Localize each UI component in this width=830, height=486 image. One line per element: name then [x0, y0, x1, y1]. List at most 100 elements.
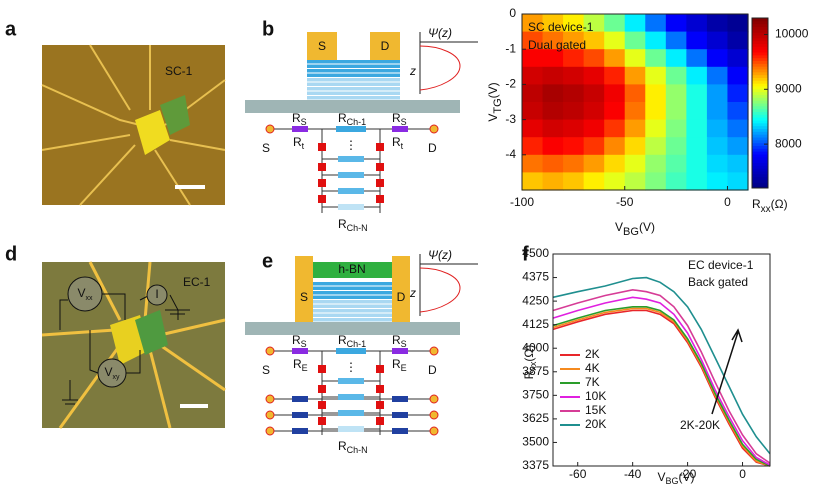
heat-cell: [727, 66, 749, 85]
y-tick-label: -2: [505, 77, 516, 91]
source: S: [318, 39, 326, 53]
meter-label: Vxy: [104, 365, 120, 381]
resistor-label: RCh-1: [338, 333, 366, 349]
y-tick-label: 3500: [522, 435, 549, 449]
colorbar-tick-label: 8000: [775, 136, 802, 150]
heat-cell: [624, 119, 646, 138]
contact-r: [376, 365, 384, 373]
resistor-label-sub: t: [401, 141, 404, 151]
colorbar-step: [752, 125, 768, 129]
y-axis-label-unit: (V): [486, 82, 500, 98]
heat-cell: [624, 102, 646, 121]
heat-cell: [624, 14, 646, 33]
x-axis-label-main: V: [657, 470, 665, 484]
colorbar-tick-label: 10000: [775, 27, 809, 41]
heat-cell: [706, 14, 729, 33]
heat-cell: [542, 14, 564, 33]
contact-r: [376, 143, 384, 151]
heat-cell: [522, 84, 544, 103]
heat-cell: [542, 66, 564, 85]
heat-cell: [583, 31, 605, 50]
heat-cell: [665, 66, 687, 85]
meter-label: I: [155, 287, 158, 301]
channel: [338, 156, 364, 162]
resistor-label-sub: S: [401, 339, 407, 349]
resistor-label: RE: [392, 357, 407, 373]
resistor-label: RS: [392, 333, 407, 349]
y-axis-label-sub: xx: [528, 361, 538, 371]
heat-cell: [522, 119, 544, 138]
heat-cell: [645, 154, 667, 173]
resistor-label: RS: [292, 111, 307, 127]
layer: [310, 313, 392, 317]
heat-cell: [686, 84, 708, 103]
x-axis-label-unit: (V): [639, 220, 655, 234]
heat-cell: [727, 14, 749, 33]
heat-cell: [645, 137, 667, 156]
heat-cell: [563, 31, 585, 50]
panel-label: e: [262, 250, 273, 272]
heat-cell: [665, 102, 687, 121]
y-tick-label: 4500: [522, 246, 549, 260]
resistor-label-main: R: [292, 333, 301, 347]
heat-cell: [522, 154, 544, 173]
hbn-label: h-BN: [338, 262, 365, 276]
heat-cell: [563, 102, 585, 121]
channel: [338, 172, 364, 178]
heat-cell: [563, 84, 585, 103]
series-line: [552, 306, 771, 467]
y-tick-label: 4125: [522, 317, 549, 331]
contact-r: [318, 417, 326, 425]
resistor-label: RE: [293, 357, 308, 373]
heat-cell: [645, 102, 667, 121]
channel: [336, 126, 366, 132]
heat-cell: [583, 84, 605, 103]
colorbar-step: [752, 173, 768, 178]
colorbar-step: [752, 60, 768, 64]
photo-label: SC-1: [165, 64, 193, 78]
resistor: [292, 126, 308, 132]
layer: [307, 78, 400, 82]
heat-cell: [686, 119, 708, 138]
heat-cell: [624, 172, 646, 191]
heat-cell: [706, 102, 729, 121]
resistor-label-sub: Ch-N: [347, 445, 368, 455]
y-axis-label-main: V: [486, 114, 500, 122]
resistor-label-main: R: [338, 439, 347, 453]
resistor-label-sub: E: [401, 363, 407, 373]
layer: [307, 96, 400, 100]
colorbar-step: [752, 165, 768, 169]
resistor: [292, 428, 308, 434]
heat-cell: [563, 49, 585, 68]
heat-cell: [686, 31, 708, 50]
colorbar-step: [752, 46, 768, 50]
colorbar-step: [752, 57, 768, 61]
resistor-label-sub: Ch-1: [347, 339, 367, 349]
contact-r: [376, 401, 384, 409]
resistor: [392, 396, 408, 402]
heat-cell: [706, 119, 729, 138]
heat-cell: [706, 49, 729, 68]
x-axis-label-sub: BG: [623, 226, 639, 238]
colorbar-step: [752, 108, 768, 112]
resistor-label-sub: Ch-1: [347, 117, 367, 127]
y-tick-label: 4000: [522, 340, 549, 354]
heat-cell: [583, 14, 605, 33]
contact-r: [376, 385, 384, 393]
y-axis-label: Rxx(Ω): [522, 345, 538, 380]
channel: [338, 394, 364, 400]
colorbar-step: [752, 52, 768, 56]
colorbar-frame: [751, 17, 769, 189]
y-tick-label: 3375: [522, 458, 549, 472]
resistor-label-sub: E: [302, 363, 308, 373]
colorbar-step: [752, 171, 768, 175]
meter-label-main: V: [77, 286, 85, 300]
heat-cell: [706, 154, 729, 173]
resistor-label-main: R: [338, 111, 347, 125]
contact-r: [376, 179, 384, 187]
colorbar-step: [752, 54, 768, 59]
heat-cell: [522, 49, 544, 68]
meter-label-sub: xy: [113, 374, 121, 381]
legend-label: 20K: [585, 417, 606, 431]
heat-cell: [686, 66, 708, 85]
